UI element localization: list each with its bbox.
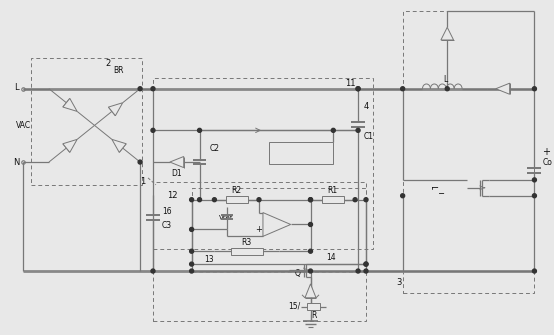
- Circle shape: [138, 87, 142, 91]
- Text: 15/: 15/: [288, 301, 301, 310]
- Circle shape: [189, 227, 193, 231]
- Text: BR: BR: [114, 66, 124, 75]
- Bar: [153, 182, 366, 321]
- Circle shape: [309, 249, 312, 253]
- Text: C2: C2: [209, 144, 219, 153]
- Circle shape: [356, 269, 360, 273]
- Circle shape: [364, 269, 368, 273]
- Text: R: R: [311, 311, 316, 320]
- Circle shape: [138, 160, 142, 164]
- Polygon shape: [305, 284, 316, 298]
- Circle shape: [212, 198, 217, 202]
- Circle shape: [189, 262, 193, 266]
- Circle shape: [309, 222, 312, 226]
- Text: 12: 12: [167, 191, 178, 200]
- Text: ⌐_: ⌐_: [431, 183, 444, 193]
- Text: R1: R1: [328, 186, 338, 195]
- Text: +: +: [255, 225, 263, 234]
- Text: Vref: Vref: [219, 214, 234, 220]
- Circle shape: [356, 87, 360, 91]
- Circle shape: [364, 262, 368, 266]
- Bar: [230, 248, 263, 255]
- Text: CP: CP: [273, 221, 281, 227]
- Circle shape: [189, 198, 193, 202]
- Text: 11: 11: [346, 79, 356, 88]
- Polygon shape: [170, 156, 184, 168]
- Circle shape: [198, 198, 202, 202]
- Circle shape: [532, 87, 536, 91]
- Circle shape: [198, 128, 202, 132]
- Circle shape: [532, 178, 536, 182]
- Circle shape: [401, 194, 404, 198]
- Text: VAC: VAC: [16, 121, 32, 130]
- Circle shape: [151, 269, 155, 273]
- Text: L: L: [443, 75, 448, 84]
- Circle shape: [309, 198, 312, 202]
- Circle shape: [356, 128, 360, 132]
- Circle shape: [309, 269, 312, 273]
- Text: C3: C3: [162, 221, 172, 230]
- Polygon shape: [63, 98, 77, 112]
- Text: 降压限压: 降压限压: [291, 149, 310, 158]
- Bar: [192, 188, 366, 272]
- Circle shape: [353, 198, 357, 202]
- Circle shape: [309, 198, 312, 202]
- Polygon shape: [263, 213, 291, 237]
- Text: N: N: [13, 157, 19, 166]
- Text: L: L: [14, 83, 19, 92]
- Circle shape: [151, 87, 155, 91]
- Circle shape: [189, 249, 193, 253]
- Text: 13: 13: [204, 255, 214, 264]
- Text: Q: Q: [295, 269, 301, 277]
- Bar: [269, 142, 334, 164]
- Text: 14: 14: [326, 253, 336, 262]
- Circle shape: [356, 87, 360, 91]
- Polygon shape: [109, 103, 123, 116]
- Polygon shape: [112, 139, 126, 152]
- Circle shape: [401, 87, 404, 91]
- Text: 2: 2: [105, 60, 110, 68]
- Text: +: +: [542, 147, 550, 157]
- Circle shape: [364, 198, 368, 202]
- Circle shape: [257, 198, 261, 202]
- Bar: [153, 78, 373, 249]
- Polygon shape: [63, 139, 77, 152]
- Circle shape: [151, 128, 155, 132]
- Text: R2: R2: [232, 186, 242, 195]
- Text: Co: Co: [542, 157, 552, 166]
- Text: R3: R3: [242, 238, 252, 247]
- Circle shape: [331, 128, 335, 132]
- Polygon shape: [496, 83, 510, 94]
- Polygon shape: [441, 27, 454, 40]
- Bar: [403, 11, 535, 293]
- Text: C1: C1: [364, 132, 374, 141]
- Text: 1: 1: [140, 177, 145, 186]
- Bar: [322, 196, 344, 203]
- Text: D1: D1: [171, 170, 182, 179]
- Circle shape: [532, 269, 536, 273]
- Text: 4: 4: [364, 102, 370, 111]
- Bar: [225, 196, 248, 203]
- Circle shape: [189, 269, 193, 273]
- Text: 16: 16: [162, 207, 172, 216]
- Bar: [31, 58, 142, 185]
- Bar: [307, 303, 320, 310]
- Circle shape: [532, 194, 536, 198]
- Circle shape: [364, 262, 368, 266]
- Text: 3: 3: [396, 278, 402, 287]
- Circle shape: [445, 87, 449, 91]
